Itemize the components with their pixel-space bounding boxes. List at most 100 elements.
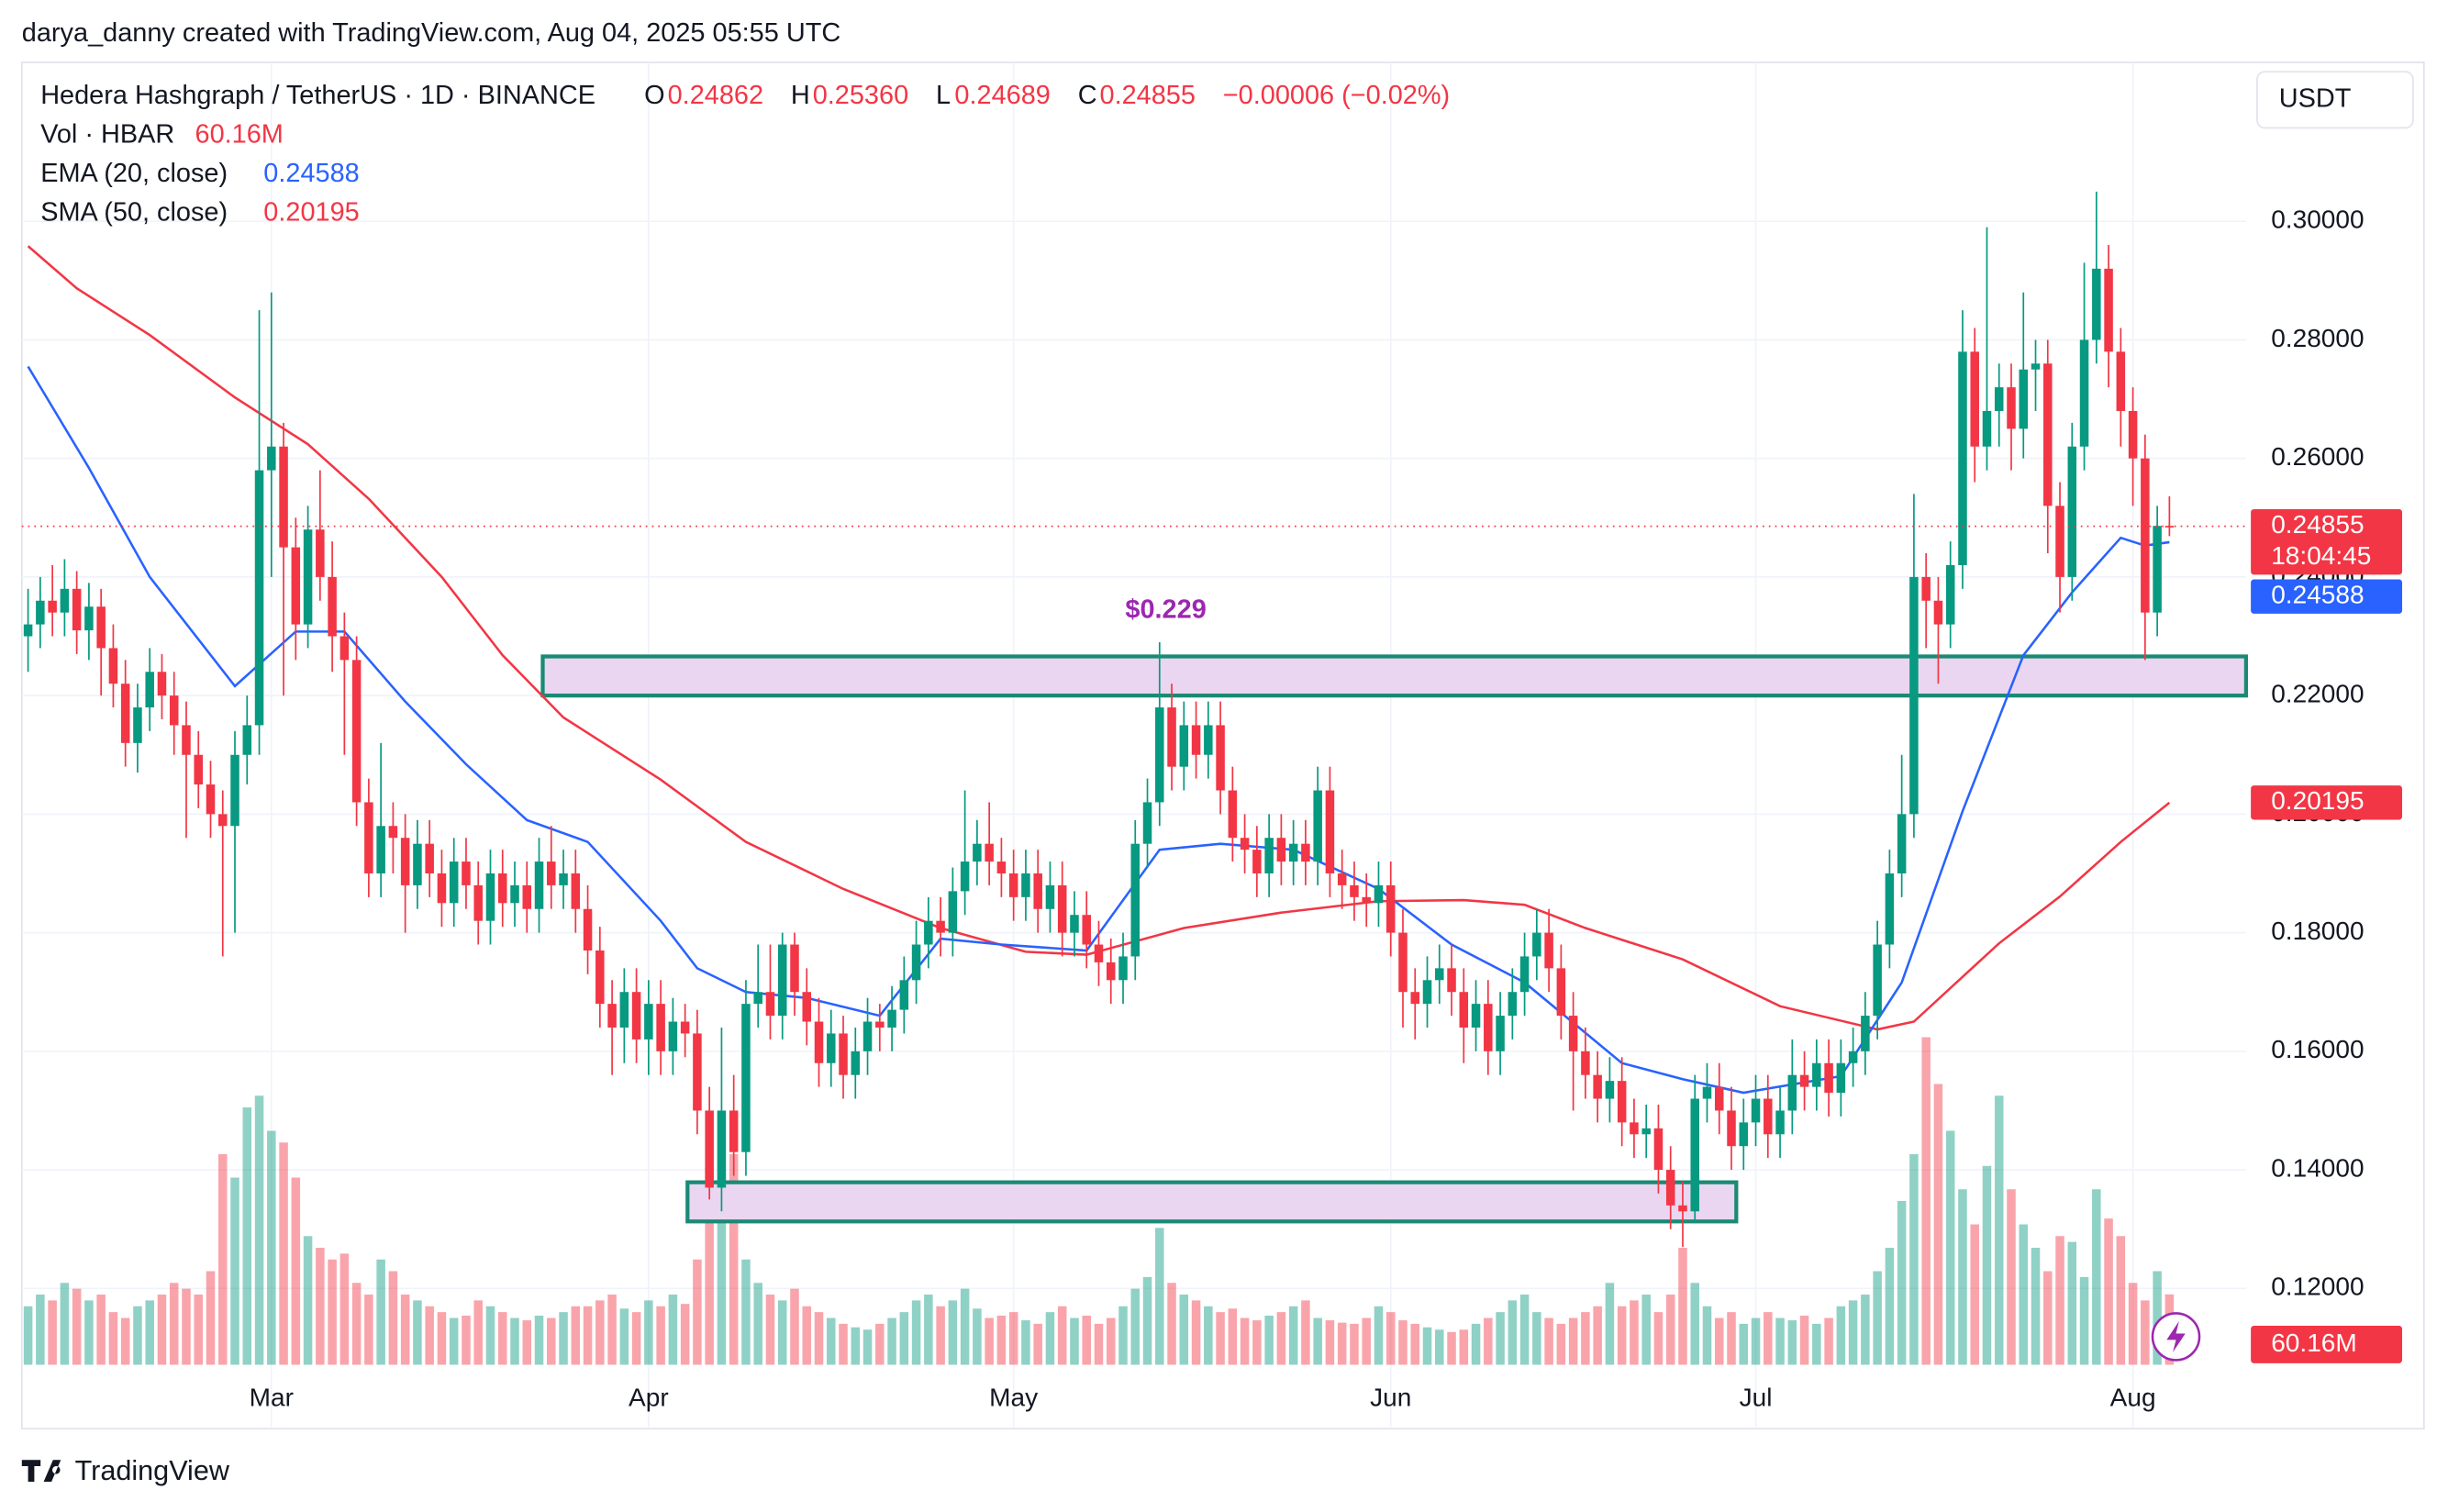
zone — [540, 654, 2249, 698]
volume-bar — [2079, 1276, 2089, 1365]
candle-body — [948, 891, 958, 933]
legend: Hedera Hashgraph / TetherUS · 1D · BINAN… — [40, 81, 1450, 228]
volume-bar — [510, 1317, 519, 1365]
candle-body — [717, 1110, 727, 1188]
candle-body — [291, 547, 301, 625]
volume-bar — [1665, 1295, 1675, 1365]
volume-bar — [948, 1300, 958, 1365]
alert-icon — [2166, 1320, 2186, 1352]
volume-bar — [1982, 1165, 1992, 1365]
volume-bar — [547, 1317, 556, 1365]
ema-tag-bg — [2251, 579, 2403, 614]
volume-bar — [1739, 1323, 1749, 1365]
volume-bar — [862, 1329, 873, 1365]
volume-bar — [802, 1306, 812, 1365]
volume-pane — [23, 1037, 2175, 1365]
currency-box[interactable] — [2256, 71, 2414, 129]
volume-bar — [1861, 1295, 1870, 1365]
candle-body — [1921, 576, 1931, 601]
volume-bar — [291, 1177, 301, 1365]
x-tick-label: Mar — [250, 1383, 294, 1411]
volume-bar — [1764, 1312, 1773, 1365]
candle-body — [1897, 814, 1907, 873]
volume-bar — [1142, 1276, 1152, 1365]
sma-label: SMA (50, close) — [40, 198, 228, 228]
volume-bar — [911, 1300, 921, 1365]
candle-body — [2031, 363, 2041, 370]
volume-bar — [1824, 1317, 1833, 1365]
candle-body — [400, 838, 410, 885]
sma-tag-bg — [2251, 785, 2403, 820]
volume-bar — [473, 1300, 483, 1365]
candle-body — [388, 826, 398, 839]
low-value: 0.24689 — [954, 81, 1050, 110]
candle-body — [1106, 962, 1116, 981]
candle-body — [1702, 1086, 1712, 1099]
volume-bar — [1617, 1306, 1627, 1365]
candle-body — [1240, 838, 1250, 850]
x-tick-label: Jul — [1740, 1383, 1773, 1411]
volume-bar — [1714, 1317, 1724, 1365]
volume-bar — [485, 1306, 495, 1365]
candle-body — [1362, 896, 1371, 904]
volume-bar — [693, 1259, 702, 1365]
sma-tag: 0.20195 — [2271, 786, 2364, 815]
volume-bar — [1204, 1306, 1213, 1365]
candle-body — [1130, 843, 1141, 957]
volume-bar — [339, 1253, 350, 1365]
volume-bar — [351, 1283, 362, 1365]
candle-body — [644, 1004, 653, 1040]
candle-body — [1142, 802, 1152, 844]
candle-body — [1739, 1122, 1749, 1147]
volume-bar — [1690, 1283, 1699, 1365]
volume-bar — [1544, 1317, 1553, 1365]
candle-body — [1288, 843, 1298, 862]
candle-body — [497, 873, 507, 904]
ema-value: 0.24588 — [263, 159, 359, 188]
volume-bar — [1350, 1323, 1359, 1365]
volume-bar — [765, 1295, 775, 1365]
open-label: O — [644, 81, 664, 110]
brand-logo: TradingView — [21, 1455, 230, 1486]
candle-body — [547, 862, 556, 885]
candle-body — [230, 754, 239, 827]
volume-bar — [1130, 1288, 1141, 1365]
volume-bar — [1422, 1327, 1432, 1365]
candle-body — [72, 588, 82, 631]
close-label: C — [1078, 81, 1097, 110]
candle-body — [802, 992, 812, 1022]
volume-bar — [279, 1142, 288, 1365]
candle-body — [875, 1021, 885, 1028]
candle-body — [1799, 1074, 1809, 1087]
candle-body — [339, 636, 350, 661]
volume-bar — [1958, 1189, 1967, 1365]
volume-bar — [1885, 1248, 1895, 1365]
candle-body — [973, 843, 982, 862]
volume-bar — [1848, 1300, 1858, 1365]
candle-body — [1593, 1074, 1602, 1099]
candle-body — [911, 944, 921, 981]
volume-bar — [376, 1259, 385, 1365]
volume-bar — [1933, 1084, 1943, 1365]
candle-body — [2092, 268, 2101, 340]
candle-body — [2055, 506, 2064, 577]
volume-bar — [1484, 1317, 1493, 1365]
candle-body — [1617, 1081, 1627, 1123]
price-tag-bg — [2251, 508, 2403, 575]
candle-body — [376, 826, 385, 873]
y-tick-label: 0.12000 — [2271, 1273, 2364, 1301]
candle-body — [1264, 838, 1274, 873]
high-value: 0.25360 — [813, 81, 908, 110]
candle-body — [1167, 707, 1176, 767]
volume-bar — [571, 1306, 581, 1365]
candle-body — [1861, 1016, 1870, 1051]
volume-bar — [705, 1165, 714, 1365]
candles: $0.229 — [23, 191, 2175, 1248]
candle-body — [960, 862, 970, 892]
volume-bar — [218, 1154, 228, 1365]
candle-body — [839, 1033, 848, 1075]
candle-body — [1994, 387, 2004, 411]
volume-bar — [595, 1300, 605, 1365]
volume-bar — [1970, 1224, 1979, 1365]
